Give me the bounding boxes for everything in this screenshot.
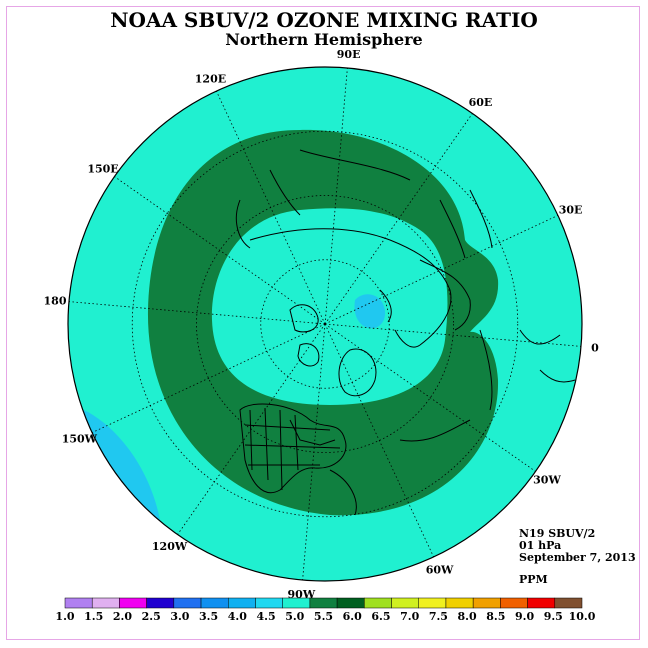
colorbar-tick-label: 9.0 (515, 610, 534, 623)
colorbar-swatch (173, 597, 202, 609)
colorbar-tick-label: 3.0 (170, 610, 189, 623)
meridian-line (91, 323, 326, 433)
colorbar-tick-label: 3.5 (199, 610, 218, 623)
meridian-line (324, 113, 473, 325)
map-title: NOAA SBUV/2 OZONE MIXING RATIO (110, 8, 538, 32)
longitude-label: 180 (44, 294, 67, 307)
meridian-line (324, 67, 348, 325)
latitude-circle (196, 195, 454, 453)
graticule (68, 67, 582, 581)
longitude-label: 30W (533, 473, 561, 486)
map-subtitle: Northern Hemisphere (225, 30, 423, 49)
colorbar-swatch (527, 597, 556, 609)
longitude-label: 60W (426, 564, 454, 577)
date-label: September 7, 2013 (519, 551, 636, 564)
ozone-high-ring (147, 129, 499, 516)
meridian-line (177, 323, 326, 535)
meridian-line (324, 323, 434, 558)
colorbar-swatch (500, 597, 528, 609)
longitude-label: 120W (152, 540, 188, 553)
instrument-label: N19 SBUV/2 (519, 527, 596, 540)
ozone-low-patch-pole (354, 294, 386, 329)
colorbar-swatch (282, 597, 311, 609)
colorbar-tick-label: 6.0 (343, 610, 362, 623)
longitude-label: 90E (337, 48, 361, 61)
colorbar-tick-label: 8.5 (486, 610, 505, 623)
longitude-label: 90W (288, 588, 316, 601)
meridian-line (114, 176, 326, 325)
colorbar-tick-label: 8.0 (458, 610, 477, 623)
latitude-circle (131, 130, 519, 518)
longitude-label: 150E (87, 163, 118, 176)
colorbar-swatch (64, 597, 93, 609)
colorbar-tick-label: 5.0 (285, 610, 304, 623)
coastlines (235, 149, 576, 516)
meridian-line (68, 301, 326, 325)
meridian-line (324, 215, 559, 325)
units-label: PPM (519, 573, 548, 586)
colorbar-tick-label: 7.0 (400, 610, 419, 623)
pressure-level-label: 01 hPa (519, 539, 562, 552)
latitude-circle (260, 259, 390, 389)
colorbar-tick-label: 7.5 (429, 610, 448, 623)
meridian-line (324, 323, 582, 347)
colorbar-swatch (391, 597, 419, 609)
longitude-label: 120E (195, 72, 226, 85)
colorbar-tick-label: 4.0 (228, 610, 247, 623)
colorbar-swatch (445, 597, 474, 609)
map-boundary (67, 66, 583, 582)
colorbar-swatch (554, 597, 583, 609)
longitude-label: 30E (559, 203, 583, 216)
meridian-line (216, 90, 326, 325)
longitude-label: 0 (591, 342, 599, 355)
outer-frame (6, 6, 640, 640)
colorbar-tick-label: 1.0 (55, 610, 74, 623)
colorbar-swatch (472, 597, 501, 609)
colorbar-swatch (228, 597, 256, 609)
colorbar-swatch (309, 597, 338, 609)
colorbar-swatch (336, 597, 365, 609)
map-field (68, 67, 582, 581)
meridian-line (324, 323, 536, 472)
colorbar-swatch (119, 597, 147, 609)
colorbar-tick-label: 4.5 (256, 610, 275, 623)
colorbar-swatch (200, 597, 229, 609)
longitude-label: 150W (62, 433, 98, 446)
colorbar-tick-label: 9.5 (544, 610, 563, 623)
longitude-labels: 90E 60E 30E 0 30W 60W 90W 120W 150W 180 150E 120E (44, 48, 600, 601)
meridian-line (302, 323, 326, 581)
colorbar-tick-label: 6.5 (371, 610, 390, 623)
colorbar: 1.0 1.5 2.0 2.5 3.0 3.5 4.0 4.5 5.0 5.5 6.0 6.5 7.0 7… (55, 597, 596, 623)
colorbar-tick-label: 2.0 (113, 610, 132, 623)
colorbar-tick-label: 10.0 (569, 610, 596, 623)
colorbar-swatch (418, 597, 447, 609)
colorbar-tick-label: 5.5 (314, 610, 333, 623)
colorbar-tick-label: 2.5 (142, 610, 161, 623)
colorbar-swatch (255, 597, 283, 609)
colorbar-swatch (364, 597, 392, 609)
colorbar-tick-label: 1.5 (84, 610, 103, 623)
colorbar-swatch (91, 597, 120, 609)
colorbar-swatch (146, 597, 175, 609)
longitude-label: 60E (469, 96, 493, 109)
